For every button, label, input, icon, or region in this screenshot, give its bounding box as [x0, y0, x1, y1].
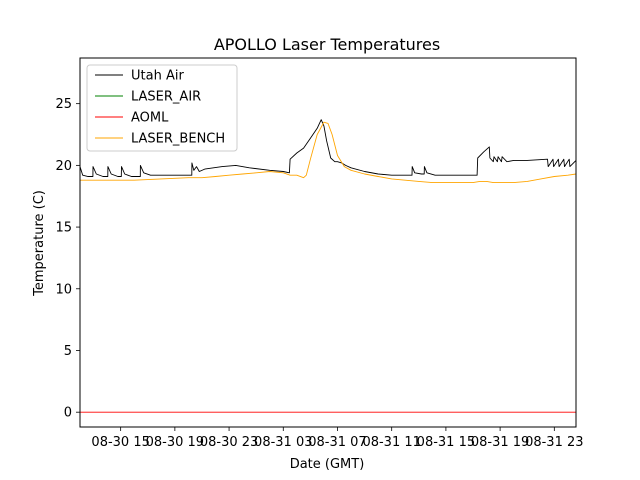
y-tick-label: 20 [55, 159, 72, 174]
series-line-utah-air [79, 119, 577, 177]
x-tick-label: 08-30 23 [200, 435, 258, 450]
x-tick-label: 08-30 19 [146, 435, 204, 450]
y-tick-label: 15 [55, 221, 72, 236]
x-axis-label: Date (GMT) [290, 457, 365, 472]
plot-frame [79, 57, 577, 428]
x-tick-label: 08-31 15 [417, 435, 475, 450]
chart-title: APOLLO Laser Temperatures [214, 35, 440, 54]
legend-label-laser-bench: LASER_BENCH [131, 132, 225, 147]
legend-label-aoml: AOML [131, 111, 169, 126]
x-tick-label: 08-31 19 [471, 435, 529, 450]
y-axis: 0 5 10 15 20 25 [55, 97, 80, 421]
y-tick-label: 5 [64, 344, 72, 359]
series-layer [79, 119, 577, 413]
y-tick-label: 10 [55, 282, 72, 297]
legend-label-laser-air: LASER_AIR [131, 90, 201, 105]
y-tick-label: 0 [64, 406, 72, 421]
x-tick-label: 08-31 11 [362, 435, 420, 450]
series-line-laser-bench [80, 121, 577, 184]
legend-box [86, 64, 238, 152]
x-tick-label: 08-30 15 [91, 435, 149, 450]
x-tick-label: 08-31 23 [525, 435, 583, 450]
x-tick-label: 08-31 07 [308, 435, 366, 450]
legend: Utah Air LASER_AIR AOML LASER_BENCH [86, 64, 238, 152]
y-tick-label: 25 [55, 97, 72, 112]
y-axis-label: Temperature (C) [32, 190, 47, 297]
legend-label-utah-air: Utah Air [131, 69, 184, 84]
x-tick-label: 08-31 03 [254, 435, 312, 450]
